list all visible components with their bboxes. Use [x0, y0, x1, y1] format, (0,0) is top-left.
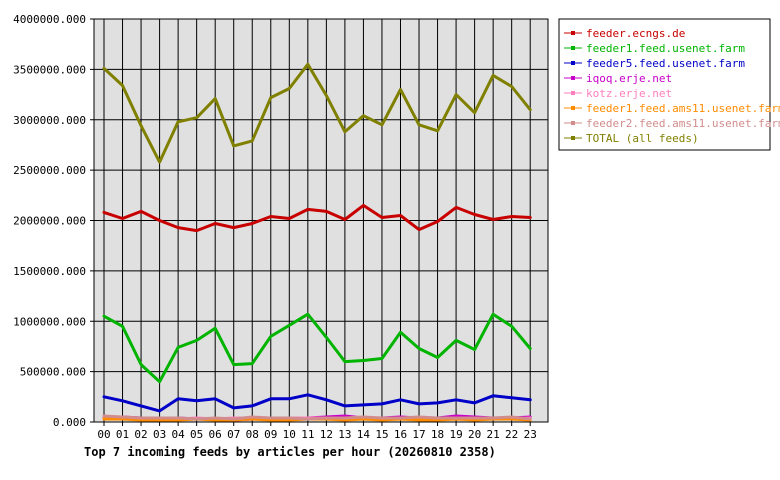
- x-tick-label: 10: [283, 428, 296, 441]
- legend-label: feeder1.feed.usenet.farm: [586, 42, 745, 55]
- y-tick-label: 3000000.000: [13, 114, 86, 127]
- x-tick-label: 01: [116, 428, 129, 441]
- legend-marker: [571, 46, 575, 50]
- legend-marker: [571, 121, 575, 125]
- legend-label: feeder2.feed.ams11.usenet.farm: [586, 117, 780, 130]
- x-tick-label: 13: [338, 428, 351, 441]
- legend: feeder.ecngs.de feeder1.feed.usenet.farm f…: [558, 18, 780, 151]
- legend-marker: [571, 76, 575, 80]
- chart-title: Top 7 incoming feeds by articles per hou…: [84, 445, 496, 459]
- x-tick-label: 06: [209, 428, 222, 441]
- series-line-7: [102, 62, 532, 164]
- legend-box: [558, 18, 771, 151]
- x-tick-label: 23: [524, 428, 537, 441]
- legend-marker: [571, 61, 575, 65]
- legend-label: feeder1.feed.ams11.usenet.farm: [586, 102, 780, 115]
- x-tick-label: 18: [431, 428, 444, 441]
- plot-border: [93, 18, 549, 423]
- y-tick-label: 500000.000: [20, 366, 86, 379]
- x-tick-label: 19: [449, 428, 462, 441]
- x-tick-label: 16: [394, 428, 407, 441]
- x-tick-label: 08: [246, 428, 259, 441]
- legend-marker: [571, 136, 575, 140]
- y-tick-label: 2500000.000: [13, 164, 86, 177]
- series-lines: [102, 62, 532, 422]
- y-tick-label: 2000000.000: [13, 215, 86, 228]
- legend-label: iqoq.erje.net: [586, 72, 672, 85]
- x-tick-label: 05: [190, 428, 203, 441]
- x-tick-label: 21: [487, 428, 500, 441]
- legend-label: TOTAL (all feeds): [586, 132, 699, 145]
- legend-label: feeder.ecngs.de: [586, 27, 685, 40]
- y-tick-label: 1000000.000: [13, 315, 86, 328]
- legend-marker: [571, 31, 575, 35]
- x-tick-label: 20: [468, 428, 481, 441]
- x-tick-label: 07: [227, 428, 240, 441]
- series-line-1: [102, 312, 532, 384]
- x-tick-label: 02: [134, 428, 147, 441]
- x-tick-label: 15: [375, 428, 388, 441]
- x-tick-label: 03: [153, 428, 166, 441]
- x-tick-label: 09: [264, 428, 277, 441]
- x-tick-label: 04: [171, 428, 185, 441]
- legend-marker: [571, 106, 575, 110]
- x-tick-label: 14: [357, 428, 371, 441]
- legend-label: feeder5.feed.usenet.farm: [586, 57, 745, 70]
- x-tick-label: 12: [320, 428, 333, 441]
- y-axis-ticks: 0.000 500000.000 1000000.000 1500000.000 200…: [13, 13, 94, 429]
- x-tick-label: 00: [97, 428, 110, 441]
- y-tick-label: 4000000.000: [13, 13, 86, 26]
- x-axis-ticks: 00 01 02 03 04 05 06 07 08 09 10 11 12 13 14 15 16 17 18 19…: [97, 422, 537, 441]
- series-line-2: [102, 393, 532, 413]
- y-tick-label: 1500000.000: [13, 265, 86, 278]
- x-tick-label: 22: [505, 428, 518, 441]
- series-line-0: [102, 203, 532, 233]
- y-tick-label: 0.000: [53, 416, 86, 429]
- legend-label: kotz.erje.net: [586, 87, 672, 100]
- y-tick-label: 3500000.000: [13, 63, 86, 76]
- x-tick-label: 17: [412, 428, 425, 441]
- x-tick-label: 11: [301, 428, 314, 441]
- series-line-6: [102, 414, 532, 421]
- legend-marker: [571, 91, 575, 95]
